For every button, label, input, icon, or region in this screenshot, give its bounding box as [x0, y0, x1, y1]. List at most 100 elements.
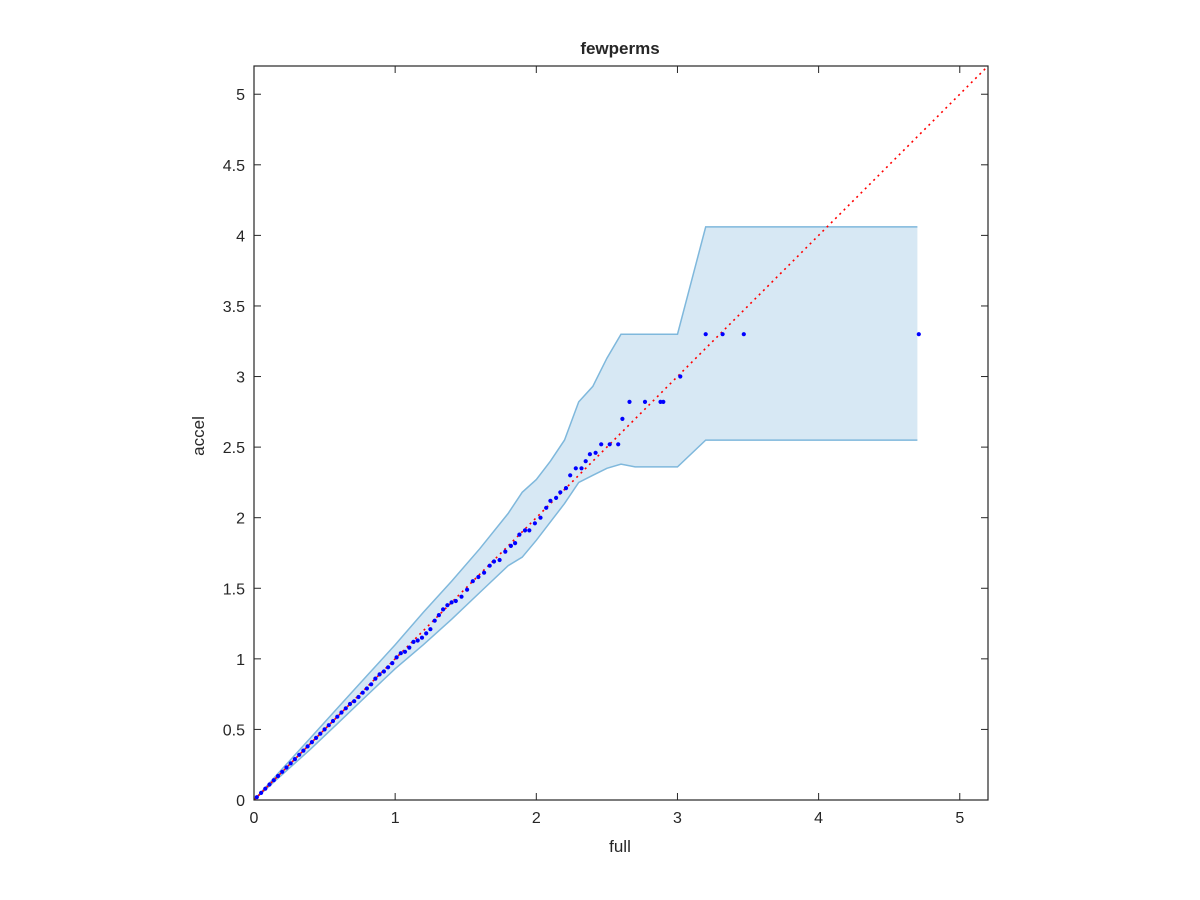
data-point: [436, 613, 441, 618]
data-point: [411, 639, 416, 645]
data-point: [459, 594, 464, 599]
data-point: [503, 549, 508, 554]
data-point: [544, 505, 549, 510]
band-lower-line: [253, 439, 918, 801]
data-point: [720, 332, 725, 337]
axes: 0 1 2 3 4 5 0 0.5 1 1.5 2 2.5 3 3.5 4 4.5 5: [223, 65, 989, 827]
x-axis-label: full: [609, 837, 631, 856]
y-tick-label: 3: [236, 370, 245, 387]
data-point: [424, 631, 429, 636]
reference-line: [253, 65, 989, 801]
x-tick-label: 0: [250, 810, 259, 827]
x-tick-label: 3: [673, 810, 682, 827]
data-point: [386, 665, 391, 670]
data-point: [527, 528, 532, 533]
data-point: [322, 727, 327, 732]
y-tick-label: 3.5: [223, 299, 245, 316]
y-tick-label: 4: [236, 228, 245, 245]
data-point: [642, 399, 648, 404]
data-point: [558, 490, 563, 495]
x-tick-label: 2: [532, 810, 541, 827]
data-point: [309, 740, 314, 745]
data-point: [267, 782, 272, 787]
data-point: [335, 714, 340, 719]
data-point: [593, 450, 598, 455]
data-point: [916, 332, 921, 337]
data-point: [568, 473, 573, 478]
data-point: [741, 332, 746, 337]
data-point: [301, 748, 306, 753]
data-point: [587, 452, 593, 457]
data-point: [497, 557, 502, 563]
data-point: [607, 442, 612, 447]
data-point: [703, 332, 708, 337]
data-point: [563, 486, 569, 491]
data-point: [441, 607, 446, 612]
data-point: [548, 498, 553, 503]
data-point: [402, 649, 408, 654]
y-tick-label: 2.5: [223, 440, 245, 457]
data-point: [616, 442, 621, 447]
axes-box: [253, 65, 989, 801]
data-point: [583, 459, 588, 464]
data-point: [554, 495, 559, 500]
data-point: [314, 735, 319, 741]
data-point: [449, 600, 454, 605]
data-point: [573, 466, 578, 471]
data-point: [513, 541, 518, 546]
data-point: [627, 399, 632, 404]
data-point: [470, 579, 475, 584]
data-point: [352, 699, 357, 704]
data-point: [343, 706, 348, 711]
y-tick-label: 0.5: [223, 722, 245, 739]
data-point: [419, 635, 425, 640]
x-tick-label: 4: [814, 810, 823, 827]
data-point: [599, 442, 604, 447]
data-point: [347, 701, 353, 707]
data-point: [259, 790, 264, 796]
data-point: [318, 731, 323, 736]
data-point: [364, 686, 369, 691]
y-tick-label: 1.5: [223, 581, 245, 598]
y-tick-label: 1: [236, 652, 245, 669]
data-point: [398, 651, 403, 656]
y-tick-label: 5: [236, 87, 245, 104]
data-point: [445, 603, 450, 608]
data-point: [579, 466, 584, 471]
data-point: [305, 744, 310, 749]
data-point: [487, 563, 492, 568]
data-point: [297, 752, 302, 757]
data-point: [532, 521, 538, 526]
data-point: [522, 528, 528, 533]
x-tick-label: 1: [391, 810, 400, 827]
data-point: [373, 676, 378, 681]
data-point: [491, 559, 497, 564]
data-point: [620, 416, 625, 421]
data-point: [356, 694, 361, 700]
data-point: [453, 598, 458, 604]
data-point: [280, 769, 285, 774]
confidence-band: [254, 226, 918, 800]
data-point: [254, 795, 259, 800]
y-axis-label: accel: [189, 416, 208, 456]
data-point: [538, 515, 543, 520]
data-point: [390, 661, 395, 666]
x-tick-label: 5: [955, 810, 964, 827]
data-point: [508, 543, 513, 549]
data-point: [465, 587, 470, 592]
data-point: [263, 786, 268, 791]
data-point: [292, 757, 297, 762]
y-tick-label: 2: [236, 511, 245, 528]
data-point: [432, 618, 437, 623]
y-tick-label: 0: [236, 793, 245, 810]
data-point: [330, 718, 336, 724]
data-point: [661, 399, 666, 404]
data-point: [476, 574, 481, 580]
data-point: [678, 374, 683, 379]
data-point: [271, 778, 276, 783]
band-upper-line: [253, 226, 918, 801]
data-point: [284, 765, 289, 770]
data-point: [377, 672, 382, 677]
data-point: [360, 690, 365, 695]
